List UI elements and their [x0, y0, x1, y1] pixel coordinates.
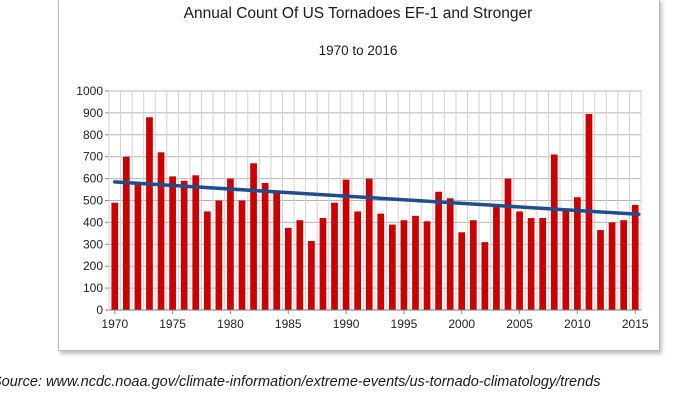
- x-tick-label: 1995: [391, 317, 418, 331]
- bar-2012: [597, 230, 604, 310]
- y-tick-label: 800: [83, 128, 103, 142]
- bar-1973: [146, 117, 153, 310]
- bar-1988: [319, 218, 327, 310]
- y-tick-label: 300: [83, 237, 103, 251]
- y-tick-label: 700: [83, 150, 103, 164]
- bar-2000: [458, 232, 466, 310]
- chart-subtitle: 1970 to 2016: [319, 43, 398, 58]
- bar-2013: [608, 222, 616, 310]
- y-tick-label: 600: [83, 172, 103, 186]
- tornado-bar-chart: Annual Count Of US Tornadoes EF-1 and St…: [76, 5, 649, 331]
- x-tick-label: 1985: [275, 317, 302, 331]
- bar-1993: [377, 213, 385, 310]
- bar-2015: [631, 204, 639, 310]
- source-note: Source: www.ncdc.noaa.gov/climate-inform…: [0, 374, 601, 390]
- bar-1971: [122, 156, 130, 310]
- bar-1981: [238, 200, 246, 310]
- bar-1996: [412, 215, 419, 310]
- y-tick-label: 500: [83, 194, 103, 208]
- x-tick-label: 2015: [622, 317, 649, 331]
- bar-1984: [273, 191, 281, 310]
- x-tick-label: 1980: [217, 317, 244, 331]
- bar-1997: [423, 221, 431, 310]
- bar-1986: [296, 220, 304, 310]
- bar-1978: [203, 211, 211, 310]
- bar-1977: [192, 175, 200, 310]
- bar-1992: [365, 178, 373, 310]
- bar-1998: [435, 191, 442, 310]
- bar-1982: [250, 163, 257, 310]
- bar-1972: [134, 182, 142, 310]
- bar-1979: [215, 200, 223, 310]
- bar-2009: [562, 209, 570, 310]
- trend-line: [113, 180, 641, 217]
- bar-1974: [157, 152, 165, 310]
- bar-1975: [169, 176, 176, 310]
- x-tick-label: 2000: [448, 317, 475, 331]
- y-tick-label: 0: [96, 303, 103, 317]
- bar-2002: [481, 242, 489, 310]
- bar-2004: [504, 178, 512, 310]
- y-tick-label: 200: [83, 259, 103, 273]
- x-tick-label: 1990: [333, 317, 360, 331]
- bar-1980: [227, 178, 234, 310]
- y-tick-label: 900: [83, 106, 103, 120]
- bar-2006: [527, 218, 535, 310]
- bar-1976: [180, 180, 188, 310]
- bar-2008: [550, 154, 558, 310]
- bar-1991: [354, 211, 362, 310]
- y-tick-label: 1000: [76, 84, 103, 98]
- bar-2014: [620, 220, 628, 310]
- bar-1995: [400, 220, 408, 310]
- bar-2003: [493, 207, 500, 310]
- y-tick-label: 400: [83, 215, 103, 229]
- bar-2007: [539, 218, 547, 310]
- bar-1985: [284, 227, 292, 310]
- plot-area: 0 100 200 300 400 500 600 700 800 900 1000 1970 1975…: [76, 84, 649, 331]
- chart-frame: Annual Count Of US Tornadoes EF-1 and St…: [58, 0, 660, 351]
- bar-1987: [308, 241, 315, 310]
- bar-1970: [111, 202, 119, 310]
- x-tick-label: 1970: [101, 317, 128, 331]
- x-tick-label: 2010: [564, 317, 591, 331]
- bar-1994: [388, 224, 396, 310]
- bar-1999: [446, 198, 454, 310]
- y-tick-label: 100: [83, 281, 103, 295]
- x-tick-label: 2005: [506, 317, 533, 331]
- x-tick-label: 1975: [159, 317, 186, 331]
- bar-2005: [516, 211, 523, 310]
- bar-1983: [261, 182, 269, 310]
- chart-title: Annual Count Of US Tornadoes EF-1 and St…: [184, 5, 533, 22]
- bar-1989: [331, 202, 338, 310]
- bar-1990: [342, 179, 350, 310]
- bar-2001: [469, 220, 477, 310]
- bar-2010: [574, 197, 581, 310]
